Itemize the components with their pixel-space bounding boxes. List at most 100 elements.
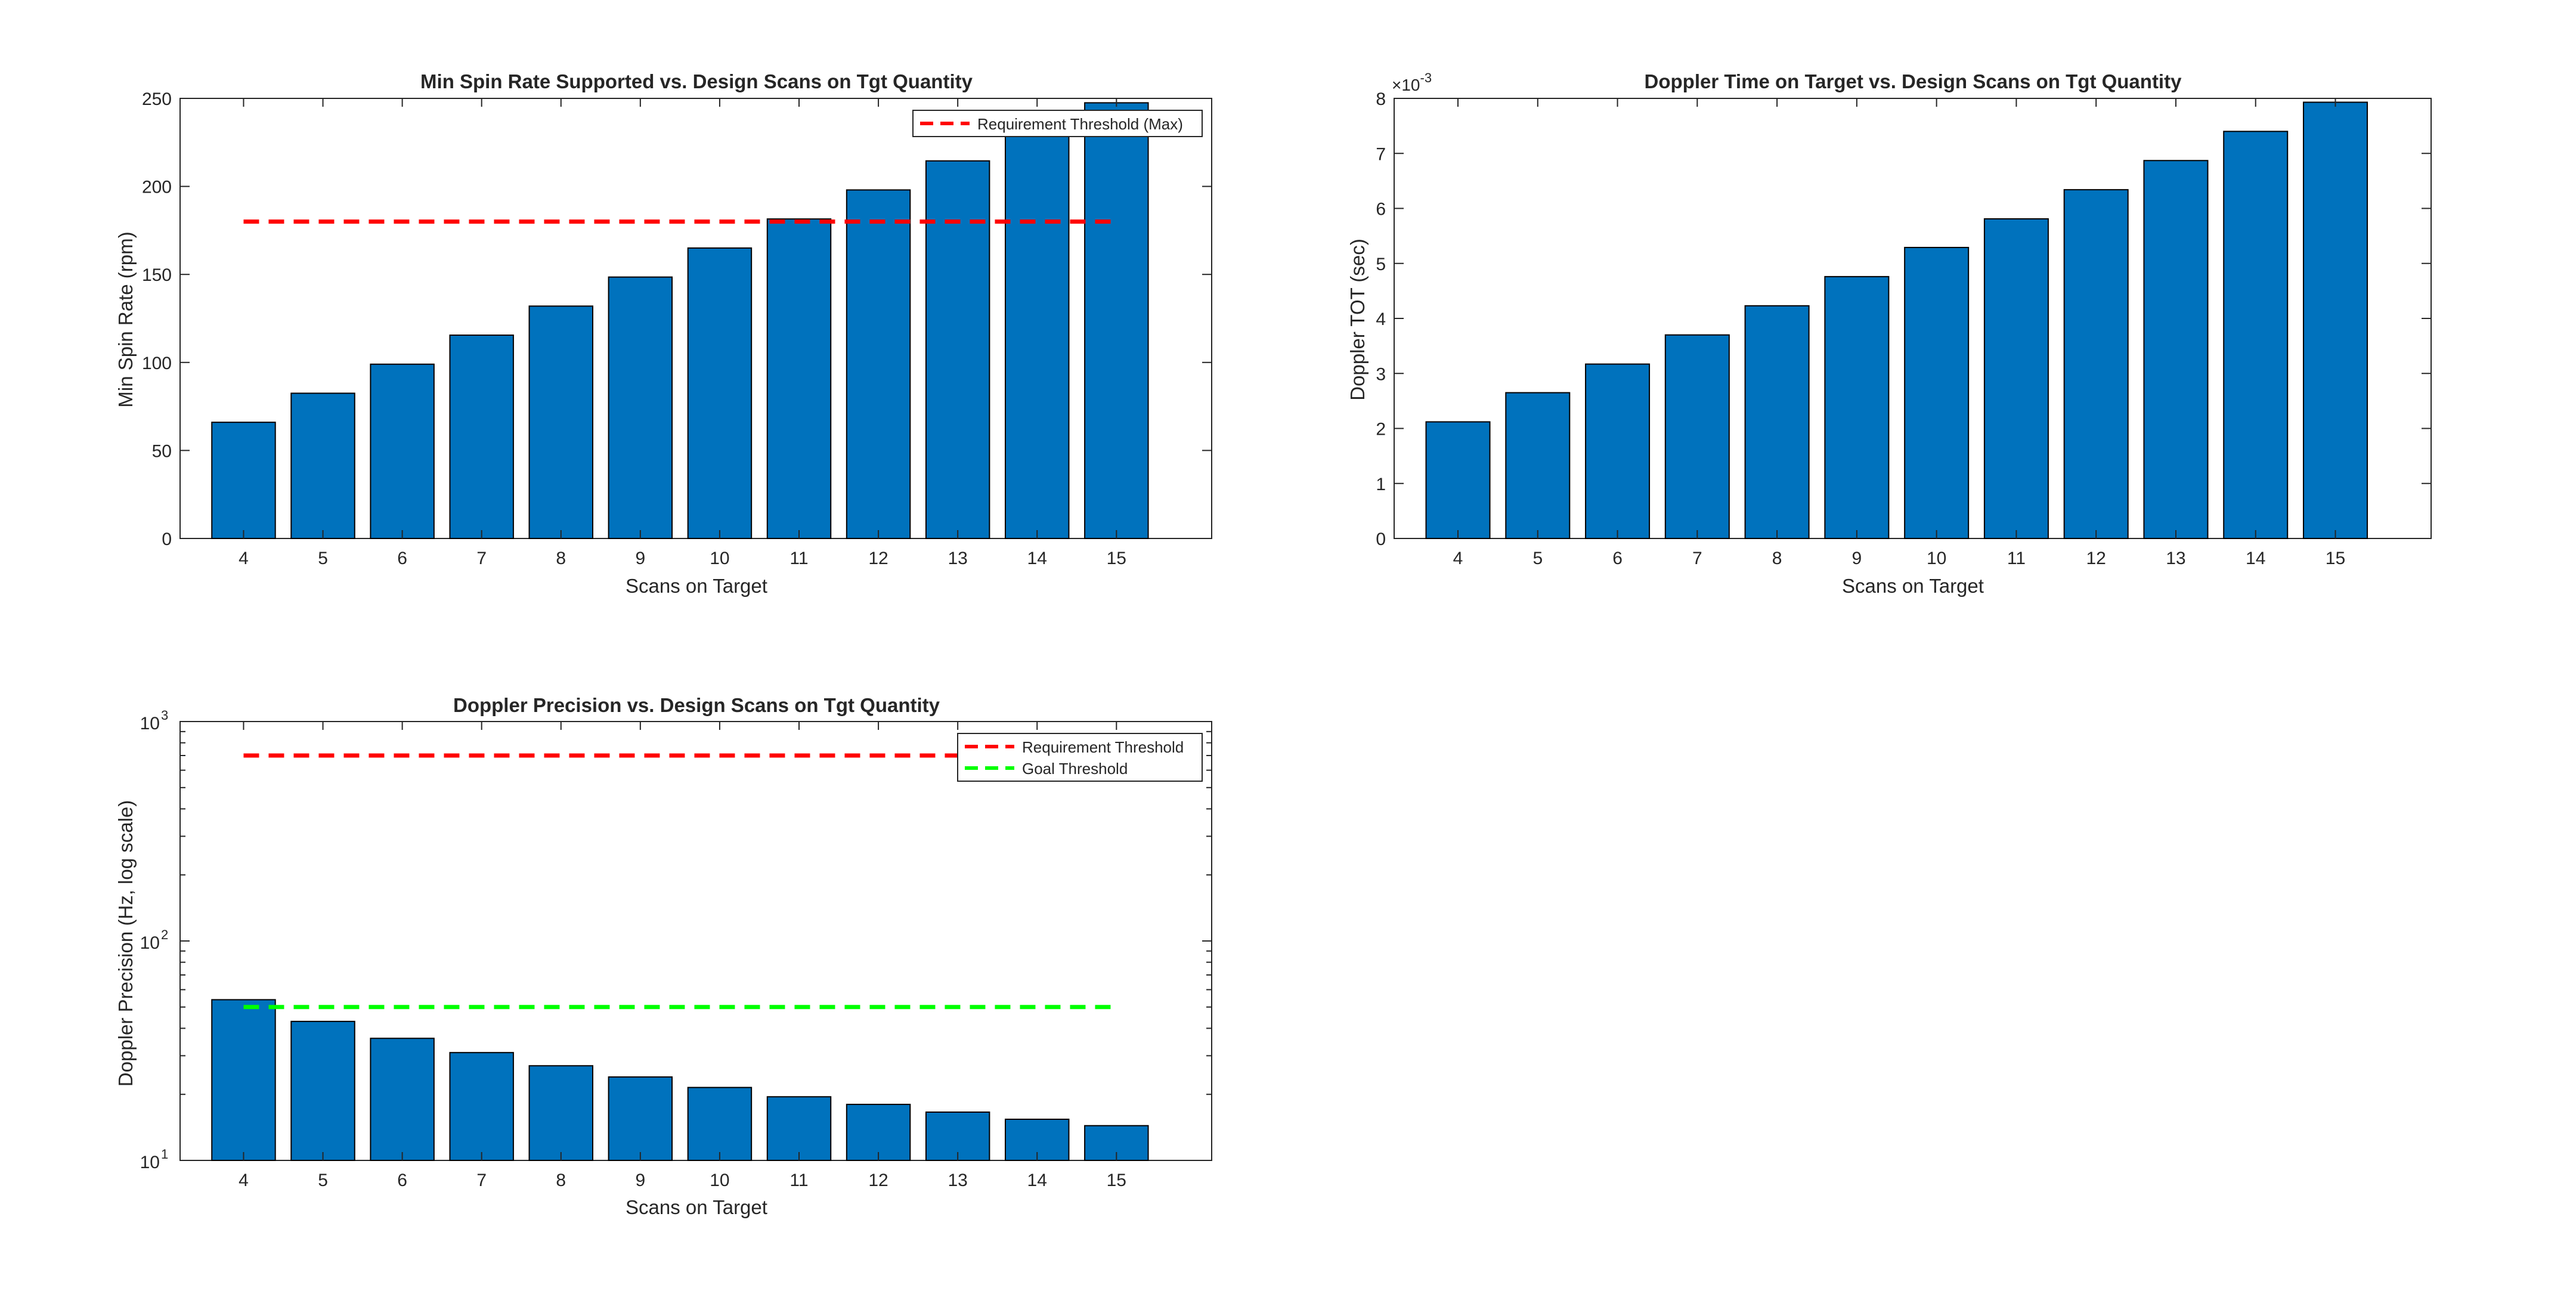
y-tick-label: 2	[1376, 420, 1386, 439]
chart-title: Min Spin Rate Supported vs. Design Scans…	[420, 70, 973, 92]
x-tick-label: 4	[1453, 549, 1463, 568]
x-tick-label: 10	[710, 1171, 729, 1190]
x-tick-label: 12	[868, 1171, 888, 1190]
x-tick-label: 4	[239, 1171, 249, 1190]
y-tick-label: 50	[152, 441, 172, 461]
y-tick-label: 0	[1376, 530, 1386, 549]
x-tick-label: 10	[1927, 549, 1946, 568]
x-tick-label: 10	[710, 549, 729, 568]
plot-area: 4 5 6 7 8 9 10 11 12 13 14 15050100150200250Require…	[142, 89, 1212, 568]
y-tick-exponent: 2	[161, 927, 168, 942]
y-tick-label: 10	[140, 1153, 160, 1172]
x-tick-label: 12	[868, 549, 888, 568]
bar	[370, 1038, 435, 1161]
bar	[1585, 363, 1651, 539]
bar	[528, 1065, 593, 1162]
bar	[211, 999, 276, 1162]
bar	[1983, 218, 2049, 539]
y-axis-label: Doppler TOT (sec)	[1346, 239, 1368, 400]
x-tick-label: 15	[1107, 549, 1126, 568]
bar	[1744, 305, 1810, 539]
y-tick-label: 8	[1376, 89, 1386, 109]
chart-min-spin-rate: Min Spin Rate Supported vs. Design Scans…	[114, 70, 1212, 597]
y-tick-exponent: 3	[161, 708, 168, 723]
x-tick-label: 9	[636, 1171, 646, 1190]
y-tick-label: 3	[1376, 364, 1386, 384]
x-tick-label: 11	[2007, 549, 2026, 568]
bar	[290, 1020, 355, 1162]
x-tick-label: 13	[948, 549, 967, 568]
y-tick-label: 150	[142, 265, 172, 285]
x-axis-label: Scans on Target	[626, 1196, 767, 1218]
x-tick-label: 11	[789, 549, 808, 568]
chart-doppler-precision: Doppler Precision vs. Design Scans on Tg…	[114, 694, 1212, 1218]
x-tick-label: 11	[789, 1171, 808, 1190]
x-tick-label: 14	[2246, 549, 2265, 568]
y-tick-label: 7	[1376, 144, 1386, 164]
x-tick-label: 6	[1612, 549, 1623, 568]
x-tick-label: 7	[1692, 549, 1702, 568]
bar	[211, 422, 276, 540]
bar	[766, 1096, 832, 1161]
x-tick-label: 5	[318, 1171, 328, 1190]
y-tick-label: 10	[140, 933, 160, 953]
legend-label: Requirement Threshold	[1022, 738, 1184, 756]
x-axis-label: Scans on Target	[1842, 575, 1984, 597]
bar	[766, 218, 832, 540]
bar	[1824, 275, 1890, 539]
x-tick-label: 7	[476, 549, 487, 568]
y-tick-label: 4	[1376, 309, 1386, 329]
y-axis-label: Min Spin Rate (rpm)	[114, 231, 137, 407]
x-tick-label: 14	[1027, 1171, 1047, 1190]
bar	[608, 1076, 673, 1162]
bar	[528, 305, 593, 539]
bar	[449, 335, 514, 539]
bar	[370, 363, 435, 539]
x-tick-label: 9	[636, 549, 646, 568]
bar	[846, 189, 911, 539]
y-axis-label: Doppler Precision (Hz, log scale)	[114, 800, 137, 1087]
x-tick-label: 5	[318, 549, 328, 568]
legend-label: Goal Threshold	[1022, 760, 1128, 778]
y-tick-label: 6	[1376, 200, 1386, 219]
x-tick-label: 15	[1107, 1171, 1126, 1190]
chart-title: Doppler Time on Target vs. Design Scans …	[1645, 70, 2182, 92]
y-tick-label: 5	[1376, 255, 1386, 274]
y-tick-label: 250	[142, 89, 172, 109]
bar	[1664, 334, 1730, 539]
bar	[290, 392, 355, 540]
y-tick-label: 100	[142, 354, 172, 373]
bar	[925, 160, 990, 539]
bar	[2223, 131, 2289, 540]
y-tick-label: 10	[140, 714, 160, 733]
bar	[2063, 189, 2129, 539]
bar	[1904, 246, 1970, 539]
bar	[2302, 101, 2368, 539]
bar	[1084, 102, 1149, 539]
bar	[1005, 131, 1070, 539]
x-tick-label: 4	[239, 549, 249, 568]
x-axis-label: Scans on Target	[626, 575, 767, 597]
x-tick-label: 8	[556, 1171, 566, 1190]
x-tick-label: 12	[2086, 549, 2106, 568]
x-tick-label: 9	[1852, 549, 1862, 568]
x-tick-label: 8	[1772, 549, 1782, 568]
x-tick-label: 13	[2166, 549, 2185, 568]
bar	[846, 1104, 911, 1161]
x-tick-label: 13	[948, 1171, 967, 1190]
y-tick-label: 0	[162, 530, 172, 549]
legend-label: Requirement Threshold (Max)	[977, 115, 1183, 133]
chart-title: Doppler Precision vs. Design Scans on Tg…	[453, 694, 940, 716]
x-tick-label: 5	[1532, 549, 1543, 568]
x-tick-label: 8	[556, 549, 566, 568]
bar	[687, 1086, 753, 1161]
bar	[2143, 160, 2209, 539]
x-tick-label: 15	[2326, 549, 2345, 568]
bar	[608, 276, 673, 539]
bar	[1425, 421, 1491, 539]
bar	[449, 1052, 514, 1162]
x-tick-label: 6	[397, 549, 407, 568]
